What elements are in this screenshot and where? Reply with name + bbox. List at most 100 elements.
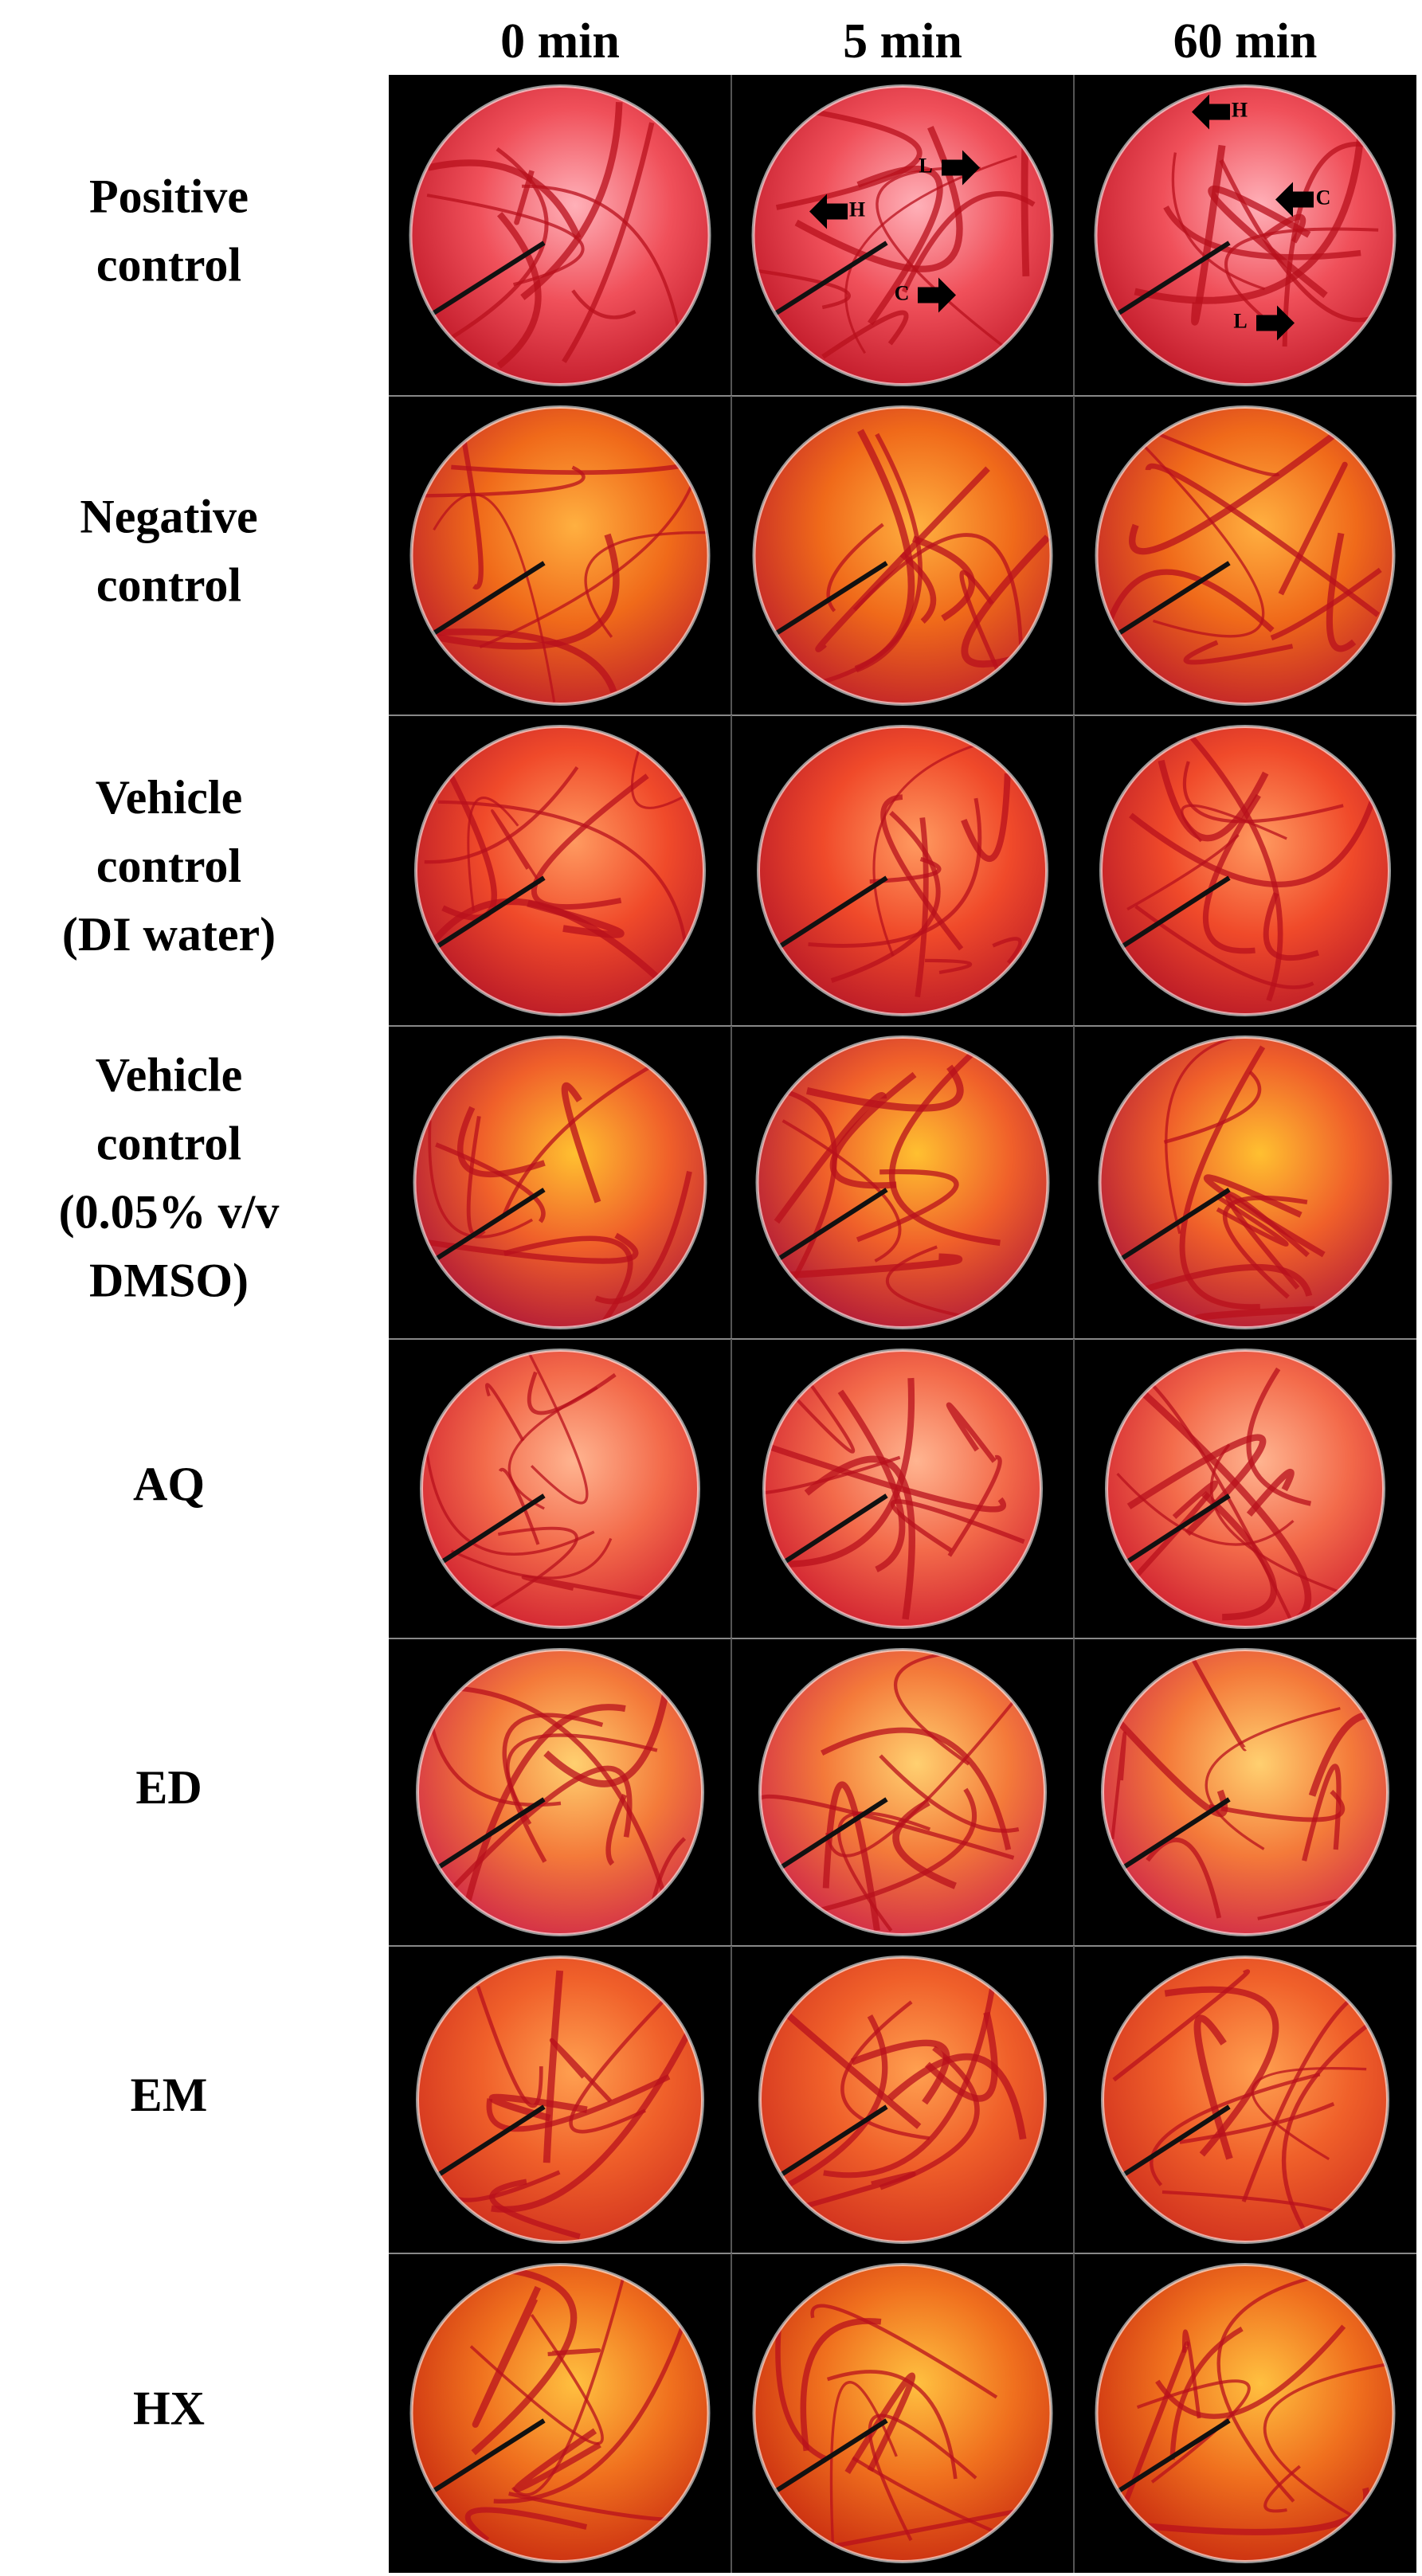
vessel (1282, 142, 1371, 347)
rim (1095, 405, 1396, 706)
vessel (424, 766, 579, 864)
vessel (435, 1142, 546, 1223)
vessel (472, 2285, 542, 2428)
needle (767, 241, 888, 320)
vessel (507, 1386, 598, 1510)
vessel (1193, 2014, 1233, 2160)
vessel (1182, 761, 1344, 824)
row-label: control (96, 558, 241, 611)
vessel (520, 102, 623, 300)
column-header: 60 min (1173, 14, 1318, 69)
needle (1111, 561, 1231, 640)
egg-photo (411, 2265, 709, 2562)
vessel (826, 2370, 958, 2480)
vessel (764, 1455, 901, 1495)
egg-photo (1107, 1350, 1384, 1627)
vessel (775, 106, 923, 210)
rim (1105, 1349, 1385, 1629)
needle (773, 875, 888, 953)
needle (432, 2104, 546, 2180)
vessel (1219, 159, 1382, 323)
rim (413, 1035, 707, 1329)
vessel (502, 1713, 604, 1863)
vessel (992, 937, 1022, 965)
row-label: DMSO) (89, 1254, 249, 1306)
vessel (501, 1059, 660, 1217)
vessel (826, 523, 884, 613)
vessel (496, 211, 542, 369)
vessel (785, 2171, 916, 2214)
vessel (1216, 2273, 1326, 2503)
annotation: L (919, 154, 932, 177)
vessel (427, 1232, 639, 1264)
vessel (1191, 144, 1226, 326)
vessel (770, 1377, 915, 1568)
membrane (411, 2265, 709, 2562)
vessel (947, 1454, 1002, 1557)
vessel (823, 1976, 997, 2179)
column-header: 5 min (843, 14, 962, 69)
vessel (829, 2381, 898, 2554)
vessel (543, 1970, 564, 2163)
vessel (889, 1037, 1001, 1247)
vessel (1281, 2010, 1388, 2242)
vessel (426, 194, 585, 287)
needle (1114, 1188, 1231, 1265)
vessel (1179, 1045, 1266, 1310)
vessel (782, 1119, 902, 1263)
annotation: C (895, 281, 910, 304)
vessel (527, 1353, 589, 1505)
arrow (809, 194, 848, 229)
egg-photo (421, 1350, 699, 1627)
vessel (1222, 1195, 1308, 1299)
arrow (918, 277, 956, 313)
rim (420, 1349, 700, 1629)
vessel (879, 2046, 980, 2190)
egg-photo (411, 407, 709, 704)
needle (774, 1797, 888, 1873)
membrane (754, 2265, 1052, 2562)
annotation: H (849, 198, 865, 221)
vessel (1263, 2363, 1389, 2533)
vessel (531, 773, 649, 910)
annotation: C (1316, 186, 1331, 209)
vessel (787, 2014, 888, 2187)
vessel (810, 2304, 998, 2399)
vessel (605, 1793, 628, 1866)
vessel (486, 2074, 671, 2132)
vessel (837, 1389, 906, 1572)
vessel (1241, 1995, 1355, 2202)
vessel (911, 535, 976, 621)
vessel (543, 1686, 671, 1787)
vessel (760, 1794, 1015, 1860)
vessel (901, 190, 1036, 293)
vessel (476, 1986, 543, 2108)
vessel (561, 1082, 601, 1204)
arrow (1192, 94, 1230, 130)
egg-photo (410, 86, 710, 385)
vessel (584, 530, 707, 638)
vessel (450, 1537, 613, 1580)
needle (771, 1188, 888, 1265)
vessel (1163, 1070, 1262, 1145)
vessel (437, 800, 689, 977)
vessel (522, 184, 685, 358)
membrane (760, 1957, 1045, 2242)
egg-photo (417, 1650, 703, 1935)
egg-photo (1096, 407, 1394, 704)
row-label: control (96, 238, 241, 291)
vessel (915, 817, 929, 998)
vessel (1202, 793, 1261, 954)
needle (432, 1797, 546, 1873)
membrane (760, 1650, 1045, 1935)
egg-photo (757, 1037, 1048, 1328)
vessel (946, 1402, 997, 1463)
vessel (1114, 1480, 1218, 1600)
vessel (1171, 152, 1265, 291)
membrane (1095, 86, 1395, 385)
arrow (942, 150, 980, 186)
vessel (1270, 567, 1382, 641)
needle (425, 561, 546, 640)
rim (416, 1648, 704, 1936)
